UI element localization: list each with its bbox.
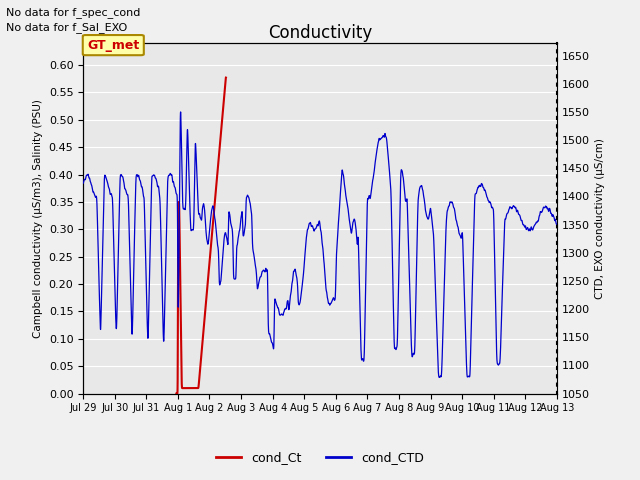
Y-axis label: CTD, EXO conductivity (μS/cm): CTD, EXO conductivity (μS/cm) xyxy=(595,138,605,299)
Text: No data for f_Sal_EXO: No data for f_Sal_EXO xyxy=(6,22,127,33)
Y-axis label: Campbell conductivity (μS/m3), Salinity (PSU): Campbell conductivity (μS/m3), Salinity … xyxy=(33,99,43,338)
Text: GT_met: GT_met xyxy=(87,38,140,52)
Legend: cond_Ct, cond_CTD: cond_Ct, cond_CTD xyxy=(211,446,429,469)
Title: Conductivity: Conductivity xyxy=(268,24,372,42)
FancyBboxPatch shape xyxy=(83,35,144,55)
Text: No data for f_spec_cond: No data for f_spec_cond xyxy=(6,7,141,18)
